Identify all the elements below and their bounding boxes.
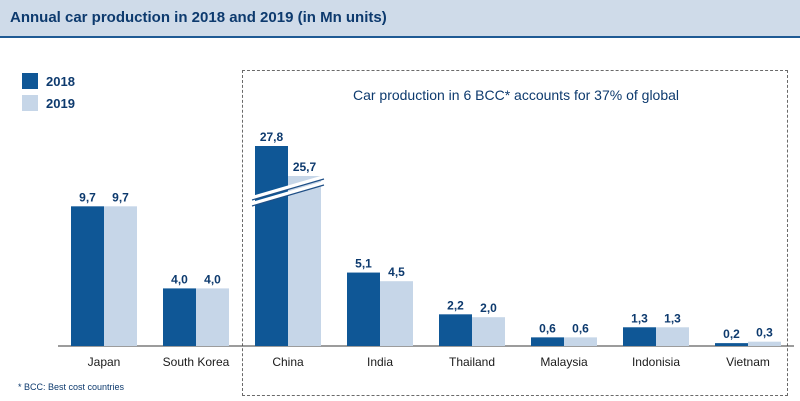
legend-item-2019: 2019	[22, 92, 75, 114]
bar-india-2019	[380, 281, 413, 346]
legend-label-2018: 2018	[46, 73, 75, 89]
chart-title: Annual car production in 2018 and 2019 (…	[10, 9, 387, 26]
bar-china-2019	[288, 176, 321, 346]
data-label-japan-2018: 9,7	[79, 190, 96, 204]
bar-indonisia-2019	[656, 327, 689, 346]
category-label-china: China	[272, 355, 304, 369]
category-label-thailand: Thailand	[449, 355, 495, 369]
legend-label-2019: 2019	[46, 95, 75, 111]
data-label-south-korea-2018: 4,0	[171, 272, 188, 286]
axis-break-gap-0	[251, 181, 325, 206]
bar-india-2018	[347, 272, 380, 346]
data-label-malaysia-2018: 0,6	[539, 321, 556, 335]
data-label-china-2019: 25,7	[293, 160, 317, 174]
legend-swatch-2018	[22, 73, 38, 89]
axis-break-gap-1	[251, 175, 325, 200]
bcc-callout-box: Car production in 6 BCC* accounts for 37…	[242, 70, 788, 396]
bar-vietnam-2019	[748, 341, 781, 346]
legend: 2018 2019	[22, 70, 75, 114]
chart-header: Annual car production in 2018 and 2019 (…	[0, 0, 800, 38]
data-label-japan-2019: 9,7	[112, 190, 129, 204]
bar-japan-2018	[71, 206, 104, 346]
data-label-vietnam-2019: 0,3	[756, 326, 773, 340]
data-label-indonisia-2018: 1,3	[631, 311, 648, 325]
axis-break-mark-0	[251, 184, 325, 207]
bar-malaysia-2019	[564, 337, 597, 346]
category-label-vietnam: Vietnam	[726, 355, 770, 369]
data-label-south-korea-2019: 4,0	[204, 272, 221, 286]
category-label-japan: Japan	[88, 355, 121, 369]
data-label-thailand-2019: 2,0	[480, 301, 497, 315]
data-label-malaysia-2019: 0,6	[572, 321, 589, 335]
category-label-india: India	[367, 355, 393, 369]
bar-malaysia-2018	[531, 337, 564, 346]
bar-china-2018	[255, 146, 288, 346]
bar-japan-2019	[104, 206, 137, 346]
legend-swatch-2019	[22, 95, 38, 111]
category-label-malaysia: Malaysia	[540, 355, 588, 369]
axis-break-mark-1	[251, 178, 325, 201]
data-label-vietnam-2018: 0,2	[723, 327, 740, 341]
data-label-india-2018: 5,1	[355, 257, 372, 271]
bar-south-korea-2019	[196, 288, 229, 346]
bar-south-korea-2018	[163, 288, 196, 346]
callout-text: Car production in 6 BCC* accounts for 37…	[352, 87, 680, 103]
bar-thailand-2019	[472, 317, 505, 346]
bar-thailand-2018	[439, 314, 472, 346]
legend-item-2018: 2018	[22, 70, 75, 92]
data-label-india-2019: 4,5	[388, 265, 405, 279]
category-label-south-korea: South Korea	[163, 355, 230, 369]
bar-indonisia-2018	[623, 327, 656, 346]
category-label-indonisia: Indonisia	[632, 355, 680, 369]
data-label-thailand-2018: 2,2	[447, 298, 464, 312]
bar-vietnam-2018	[715, 343, 748, 346]
data-label-china-2018: 27,8	[260, 130, 284, 144]
footnote: * BCC: Best cost countries	[18, 382, 125, 392]
data-label-indonisia-2019: 1,3	[664, 311, 681, 325]
